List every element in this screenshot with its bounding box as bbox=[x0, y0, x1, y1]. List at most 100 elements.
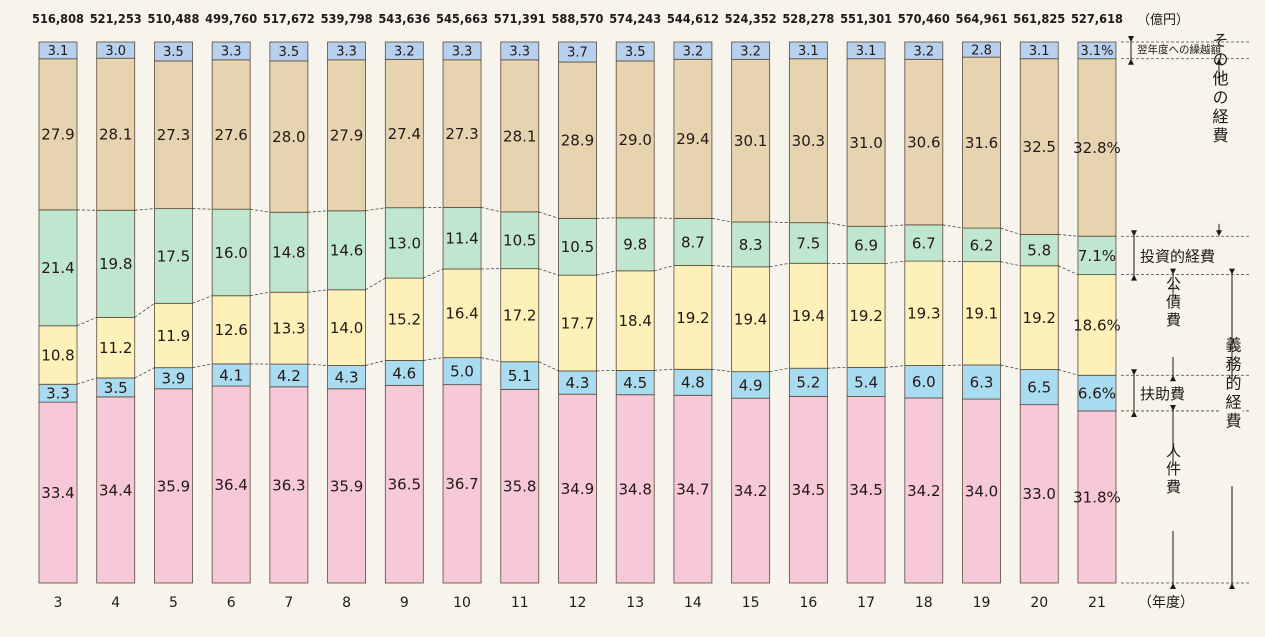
bar-segment bbox=[904, 365, 944, 399]
bar-value-label: 13.0 bbox=[388, 234, 421, 252]
bar-value-label: 6.2 bbox=[970, 236, 994, 254]
bar-segment bbox=[38, 209, 78, 327]
x-tick-label: 9 bbox=[400, 595, 409, 611]
connector-dashed-line bbox=[654, 217, 674, 219]
bar-segment bbox=[211, 295, 251, 365]
bar-segment bbox=[615, 369, 655, 396]
bar-value-label: 35.9 bbox=[330, 477, 363, 495]
bar-value-label: 16.4 bbox=[445, 305, 478, 323]
bar-value-label: 4.9 bbox=[739, 376, 763, 394]
connector-dashed-line bbox=[711, 218, 732, 223]
bar-value-label: 11.9 bbox=[157, 327, 190, 345]
bar-segment bbox=[327, 388, 367, 584]
bar-value-label: 29.0 bbox=[618, 131, 651, 149]
connector-dashed-line bbox=[134, 208, 155, 211]
bar-value-label: 33.0 bbox=[1023, 485, 1056, 503]
connector-dashed-line bbox=[885, 260, 905, 264]
bar-segment bbox=[904, 224, 944, 262]
bar-segment bbox=[788, 58, 828, 224]
bar-segment bbox=[211, 208, 251, 297]
bar-segment bbox=[615, 41, 655, 62]
bar-segment bbox=[846, 396, 886, 584]
bar-segment bbox=[96, 396, 136, 584]
bar-segment bbox=[962, 41, 1001, 58]
x-tick-label: 7 bbox=[284, 595, 293, 611]
bar-total-label: 561,825 bbox=[1013, 11, 1065, 26]
bar-value-label: 5.2 bbox=[796, 374, 820, 392]
bar-total-label: 517,672 bbox=[263, 11, 315, 26]
bar-segment bbox=[558, 61, 597, 219]
bar-total-label: 527,618 bbox=[1071, 11, 1123, 26]
bar-value-label: 28.1 bbox=[99, 126, 132, 144]
bar-segment bbox=[962, 261, 1001, 366]
bar-value-label: 36.3 bbox=[272, 476, 305, 494]
bar-segment bbox=[615, 394, 655, 584]
bar-segment bbox=[788, 395, 828, 584]
bar-segment bbox=[269, 60, 309, 213]
bar-segment bbox=[846, 366, 886, 397]
bar-value-label: 4.2 bbox=[277, 367, 301, 385]
bar-value-label: 5.1 bbox=[508, 367, 532, 385]
bar-segment bbox=[1019, 369, 1059, 406]
bar-value-label: 34.5 bbox=[849, 481, 882, 499]
bar-segment bbox=[384, 207, 424, 279]
bar-total-label: 499,760 bbox=[205, 11, 257, 26]
bar-segment bbox=[500, 268, 540, 363]
bar-value-label: 31.6 bbox=[965, 134, 998, 152]
bar-value-label: 14.6 bbox=[330, 242, 363, 260]
mandatory-arrow-head bbox=[1229, 268, 1235, 275]
bar-value-label: 5.0 bbox=[450, 363, 474, 381]
connector-dashed-line bbox=[365, 207, 386, 212]
bar-value-label: 17.7 bbox=[561, 314, 594, 332]
bar-value-label: 13.3 bbox=[272, 320, 305, 338]
connector-dashed-line bbox=[885, 224, 905, 227]
bar-value-label: 28.9 bbox=[561, 132, 594, 150]
bar-value-label: 8.7 bbox=[681, 233, 705, 251]
x-tick-label: 20 bbox=[1030, 595, 1048, 611]
bar-segment bbox=[154, 41, 193, 62]
connector-dashed-line bbox=[827, 367, 848, 369]
bar-value-label: 6.0 bbox=[912, 373, 936, 391]
bar-total-label: 571,391 bbox=[494, 11, 546, 26]
mandatory-label-bg bbox=[1221, 378, 1243, 486]
bar-value-label: 28.0 bbox=[272, 128, 305, 146]
bar-value-label: 4.1 bbox=[219, 366, 243, 384]
x-tick-label: 14 bbox=[684, 595, 702, 611]
connector-dashed-line bbox=[307, 210, 328, 213]
bar-total-label: 570,460 bbox=[898, 11, 950, 26]
bar-segment bbox=[615, 217, 655, 272]
bar-value-label: 35.8 bbox=[503, 478, 536, 496]
bar-total-label: 564,961 bbox=[956, 11, 1008, 26]
bar-segment bbox=[211, 59, 251, 210]
bar-value-label: 11.4 bbox=[445, 230, 478, 248]
bar-value-label: 27.4 bbox=[388, 125, 421, 143]
connector-dashed-line bbox=[307, 289, 328, 293]
connector-dashed-line bbox=[885, 365, 905, 368]
bar-segment bbox=[327, 289, 367, 366]
bar-segment bbox=[1077, 41, 1117, 60]
bar-value-label: 10.5 bbox=[561, 238, 594, 256]
connector-dashed-line bbox=[942, 224, 963, 229]
connector-dashed-line bbox=[480, 207, 501, 213]
bar-segment bbox=[96, 57, 136, 211]
bar-value-label: 3.3 bbox=[336, 45, 357, 60]
series-label-other: その他の経費 bbox=[1210, 32, 1229, 146]
bar-total-label: 528,278 bbox=[782, 11, 834, 26]
x-tick-label: 13 bbox=[626, 595, 644, 611]
bar-segment bbox=[904, 260, 944, 366]
bar-total-label: 543,636 bbox=[378, 11, 430, 26]
bar-segment bbox=[327, 210, 367, 291]
bar-value-label: 6.7 bbox=[912, 234, 936, 252]
bar-value-label: 30.3 bbox=[792, 132, 825, 150]
x-tick-label: 6 bbox=[227, 595, 236, 611]
connector-dashed-line bbox=[423, 268, 444, 279]
bar-total-label: 551,301 bbox=[840, 11, 892, 26]
bar-segment bbox=[500, 59, 540, 213]
bar-value-label: 4.6 bbox=[392, 364, 416, 382]
x-tick-label: 21 bbox=[1088, 595, 1106, 611]
bar-value-label: 3.2 bbox=[913, 44, 934, 59]
x-tick-label: 12 bbox=[569, 595, 587, 611]
connector-dashed-line bbox=[250, 291, 270, 297]
bar-total-label: 510,488 bbox=[147, 11, 199, 26]
bar-value-label: 10.8 bbox=[41, 346, 74, 364]
